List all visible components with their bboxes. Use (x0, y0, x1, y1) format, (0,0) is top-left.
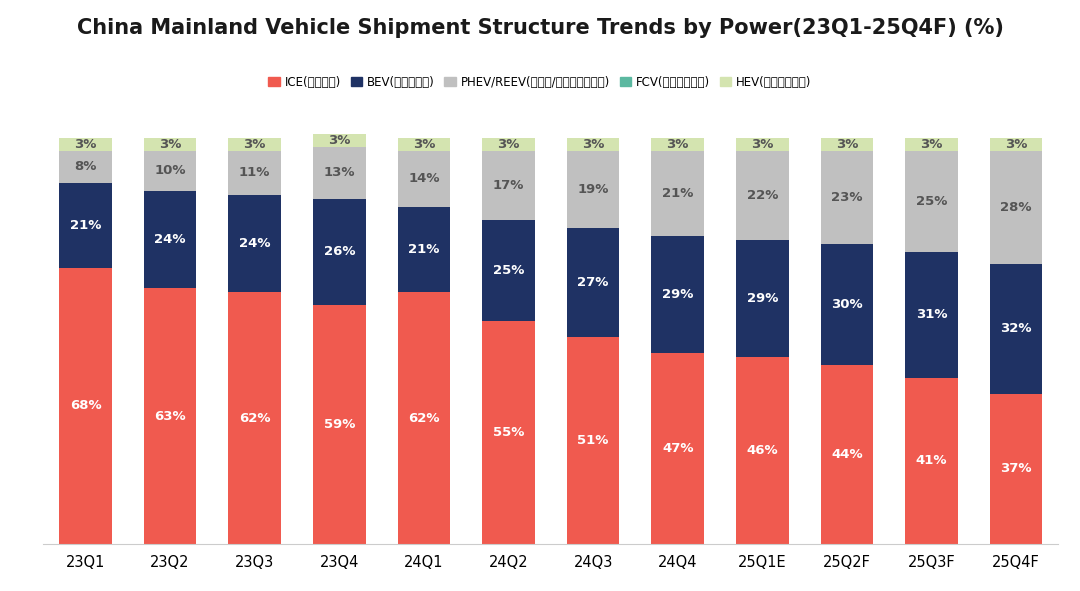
Text: 27%: 27% (578, 276, 609, 289)
Text: 31%: 31% (916, 309, 947, 322)
Bar (737, 240, 788, 358)
Text: 14%: 14% (408, 173, 440, 186)
Text: 3%: 3% (666, 138, 689, 151)
Bar (59, 151, 111, 183)
Bar (313, 304, 365, 544)
Bar (737, 138, 788, 151)
Text: 3%: 3% (243, 138, 266, 151)
Text: 44%: 44% (832, 448, 863, 461)
Bar (567, 138, 619, 151)
Bar (483, 219, 535, 321)
Text: 63%: 63% (154, 410, 186, 423)
Text: 21%: 21% (70, 219, 102, 232)
Bar (397, 293, 450, 544)
Bar (567, 337, 619, 544)
Bar (229, 293, 281, 544)
Bar (990, 264, 1042, 394)
Bar (905, 252, 958, 378)
Bar (821, 244, 873, 365)
Bar (905, 151, 958, 252)
Bar (229, 195, 281, 293)
Text: 29%: 29% (746, 292, 778, 305)
Text: 3%: 3% (328, 134, 351, 147)
Text: 3%: 3% (751, 138, 773, 151)
Bar (229, 151, 281, 195)
Text: 21%: 21% (662, 187, 693, 200)
Bar (313, 134, 365, 147)
Bar (144, 138, 197, 151)
Text: 46%: 46% (746, 444, 778, 457)
Text: 29%: 29% (662, 288, 693, 301)
Bar (821, 365, 873, 544)
Bar (990, 138, 1042, 151)
Text: 19%: 19% (578, 183, 609, 196)
Bar (59, 268, 111, 544)
Text: 37%: 37% (1000, 462, 1031, 475)
Bar (905, 378, 958, 544)
Text: 26%: 26% (324, 245, 355, 258)
Bar (144, 191, 197, 288)
Text: 62%: 62% (239, 411, 270, 424)
Text: 59%: 59% (324, 418, 355, 431)
Text: 55%: 55% (492, 426, 524, 439)
Bar (313, 199, 365, 304)
Bar (737, 151, 788, 240)
Text: 3%: 3% (413, 138, 435, 151)
Text: 22%: 22% (746, 189, 778, 202)
Text: 25%: 25% (492, 264, 524, 277)
Text: 25%: 25% (916, 195, 947, 208)
Text: 3%: 3% (582, 138, 605, 151)
Bar (144, 288, 197, 544)
Text: 3%: 3% (159, 138, 181, 151)
Bar (821, 151, 873, 244)
Text: 41%: 41% (916, 454, 947, 467)
Text: 3%: 3% (920, 138, 943, 151)
Bar (651, 138, 704, 151)
Bar (990, 394, 1042, 544)
Text: 17%: 17% (492, 178, 524, 191)
Bar (651, 236, 704, 353)
Text: 13%: 13% (324, 167, 355, 180)
Text: 3%: 3% (836, 138, 859, 151)
Text: 3%: 3% (497, 138, 519, 151)
Text: 51%: 51% (578, 434, 609, 447)
Bar (651, 353, 704, 544)
Bar (59, 183, 111, 268)
Bar (483, 321, 535, 544)
Text: 68%: 68% (70, 400, 102, 413)
Bar (737, 358, 788, 544)
Text: 24%: 24% (239, 238, 270, 251)
Text: 10%: 10% (154, 164, 186, 177)
Bar (59, 138, 111, 151)
Bar (567, 228, 619, 337)
Text: 23%: 23% (832, 191, 863, 204)
Bar (483, 138, 535, 151)
Text: 24%: 24% (154, 233, 186, 246)
Text: 8%: 8% (75, 160, 97, 173)
Text: 3%: 3% (1004, 138, 1027, 151)
Bar (397, 207, 450, 293)
Text: 47%: 47% (662, 442, 693, 455)
Text: 32%: 32% (1000, 323, 1031, 336)
Bar (397, 138, 450, 151)
Text: 28%: 28% (1000, 201, 1031, 214)
Legend: ICE(燃油汽车), BEV(纯电动汽车), PHEV/REEV(插电式/增程式混动汽车), FCV(燃料电池汽车), HEV(油电混动汽车): ICE(燃油汽车), BEV(纯电动汽车), PHEV/REEV(插电式/增程式… (264, 71, 816, 93)
Bar (229, 138, 281, 151)
Bar (821, 138, 873, 151)
Bar (144, 151, 197, 191)
Text: 62%: 62% (408, 411, 440, 424)
Bar (905, 138, 958, 151)
Bar (483, 151, 535, 219)
Bar (313, 147, 365, 199)
Bar (651, 151, 704, 236)
Bar (397, 151, 450, 207)
Text: 11%: 11% (239, 167, 270, 180)
Text: China Mainland Vehicle Shipment Structure Trends by Power(23Q1-25Q4F) (%): China Mainland Vehicle Shipment Structur… (77, 18, 1003, 38)
Text: 21%: 21% (408, 243, 440, 256)
Bar (567, 151, 619, 228)
Text: 3%: 3% (75, 138, 97, 151)
Text: 30%: 30% (832, 298, 863, 311)
Bar (990, 151, 1042, 264)
